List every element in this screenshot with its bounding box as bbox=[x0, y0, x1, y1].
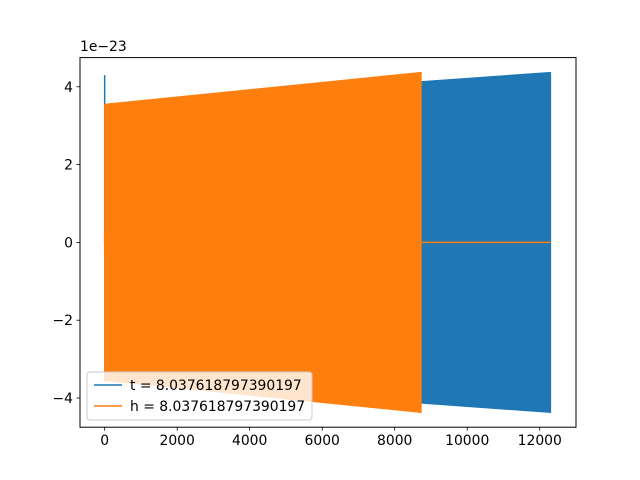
x-axis: 0 2000 4000 6000 8000 10000 12000 bbox=[100, 427, 562, 449]
y-axis: −4 −2 0 2 4 bbox=[53, 80, 80, 407]
x-tick-label: 10000 bbox=[445, 433, 489, 449]
x-tick-label: 4000 bbox=[232, 433, 267, 449]
y-tick-label: 0 bbox=[64, 235, 73, 251]
legend-label: h = 8.037618797390197 bbox=[130, 399, 305, 415]
y-tick-label: 2 bbox=[64, 158, 73, 174]
y-tick-label: −4 bbox=[53, 391, 74, 407]
y-offset-label: 1e−23 bbox=[80, 39, 127, 55]
x-tick-label: 8000 bbox=[377, 433, 412, 449]
y-tick-label: −2 bbox=[53, 313, 73, 329]
plot-area bbox=[103, 71, 552, 413]
series-h-envelope bbox=[104, 71, 422, 413]
x-tick-label: 12000 bbox=[518, 433, 562, 449]
x-tick-label: 2000 bbox=[159, 433, 194, 449]
y-tick-label: 4 bbox=[64, 80, 73, 96]
legend: t = 8.037618797390197 h = 8.0376187973901… bbox=[86, 371, 313, 421]
legend-box bbox=[86, 371, 313, 421]
x-tick-label: 6000 bbox=[305, 433, 340, 449]
series-line-h bbox=[103, 71, 551, 413]
x-tick-label: 0 bbox=[100, 433, 109, 449]
legend-label: t = 8.037618797390197 bbox=[130, 378, 302, 394]
